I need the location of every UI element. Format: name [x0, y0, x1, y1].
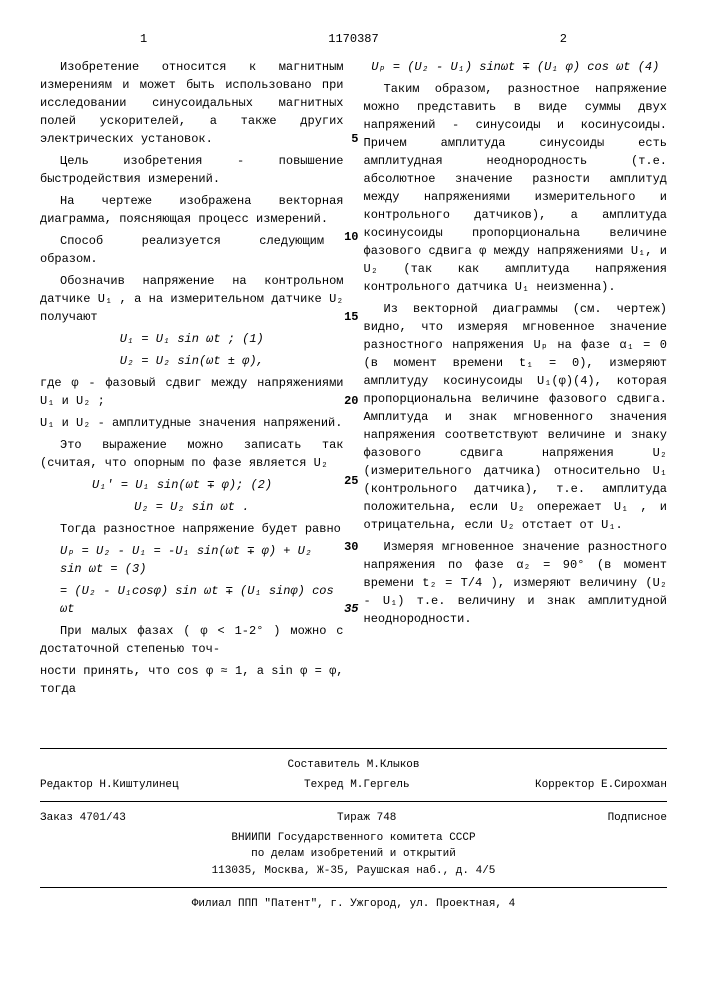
- para-8: Это выражение можно записать так (считая…: [40, 436, 344, 472]
- para-12: Таким образом, разностное напряжение мож…: [364, 80, 668, 296]
- order-row: Заказ 4701/43 Тираж 748 Подписное: [40, 810, 667, 827]
- para-9: Тогда разностное напряжение будет равно3…: [40, 520, 344, 538]
- corrector: Корректор Е.Сирохман: [535, 777, 667, 794]
- line-20: 20: [344, 392, 358, 410]
- para-4: Способ реализуется следующим образом.: [40, 232, 344, 268]
- composer-line: Составитель М.Клыков: [40, 757, 667, 774]
- para-14: Измеряя мгновенное значение разностного …: [364, 538, 668, 628]
- text-columns: Изобретение относится к магнитным измере…: [40, 58, 667, 718]
- formula-1a: U₁ = U₁ sin ωt ; (1): [40, 330, 344, 348]
- para-13: Из векторной диаграммы (см. чертеж) видн…: [364, 300, 668, 534]
- footer: Составитель М.Клыков Редактор Н.Киштулин…: [40, 748, 667, 913]
- para-5: Обозначив напряжение на контрольном датч…: [40, 272, 344, 326]
- line-10: 10: [324, 228, 358, 246]
- org2: по делам изобретений и открытий: [40, 846, 667, 863]
- para-6: где φ - фазовый сдвиг между напряжениями…: [40, 374, 344, 410]
- col-left-num: 1: [140, 30, 147, 48]
- para-10: При малых фазах ( φ < 1-2° ) можно с дос…: [40, 622, 344, 658]
- formula-2a: U₁' = U₁ sin(ωt ∓ φ); (2): [40, 476, 344, 494]
- org1: ВНИИПИ Государственного комитета СССР: [40, 830, 667, 847]
- address1: 113035, Москва, Ж-35, Раушская наб., д. …: [40, 863, 667, 880]
- para-1: Изобретение относится к магнитным измере…: [40, 58, 344, 148]
- formula-4: Uₚ = (U₂ - U₁) sinωt ∓ (U₁ φ) cos ωt (4): [364, 58, 668, 76]
- line-5: 5: [331, 130, 358, 148]
- formula-1b: U₂ = U₂ sin(ωt ± φ),: [40, 352, 344, 370]
- para-2: Цель изобретения - повышение быстродейст…: [40, 152, 344, 188]
- formula-2b: U₂ = U₂ sin ωt .: [40, 498, 344, 516]
- techred: Техред М.Гергель: [304, 777, 410, 794]
- formula-3a: Uₚ = U₂ - U₁ = -U₁ sin(ωt ∓ φ) + U₂ sin …: [60, 542, 344, 578]
- line-30: 30: [324, 538, 358, 556]
- col-right-num: 2: [560, 30, 567, 48]
- editor-row: Редактор Н.Киштулинец Техред М.Гергель К…: [40, 777, 667, 794]
- line-35: 35: [344, 600, 358, 618]
- column-numbers: 1 1170387 2: [40, 30, 667, 48]
- editor: Редактор Н.Киштулинец: [40, 777, 179, 794]
- doc-number: 1170387: [328, 30, 378, 48]
- branch: Филиал ППП "Патент", г. Ужгород, ул. Про…: [40, 896, 667, 913]
- formula-3b: = (U₂ - U₁cosφ) sin ωt ∓ (U₁ sinφ) cos ω…: [60, 582, 344, 618]
- tirazh: Тираж 748: [337, 810, 396, 827]
- line-15: 15: [324, 308, 358, 326]
- para-3: На чертеже изображена векторная диаграмм…: [40, 192, 344, 228]
- subscription: Подписное: [608, 810, 667, 827]
- footer-rule-2: [40, 801, 667, 802]
- para-11: ности принять, что cos φ ≈ 1, а sin φ = …: [40, 662, 344, 698]
- footer-rule-3: [40, 887, 667, 888]
- para-7: U₁ и U₂ - амплитудные значения напряжени…: [40, 414, 344, 432]
- line-25: 25: [324, 472, 358, 490]
- footer-rule-1: [40, 748, 667, 749]
- order: Заказ 4701/43: [40, 810, 126, 827]
